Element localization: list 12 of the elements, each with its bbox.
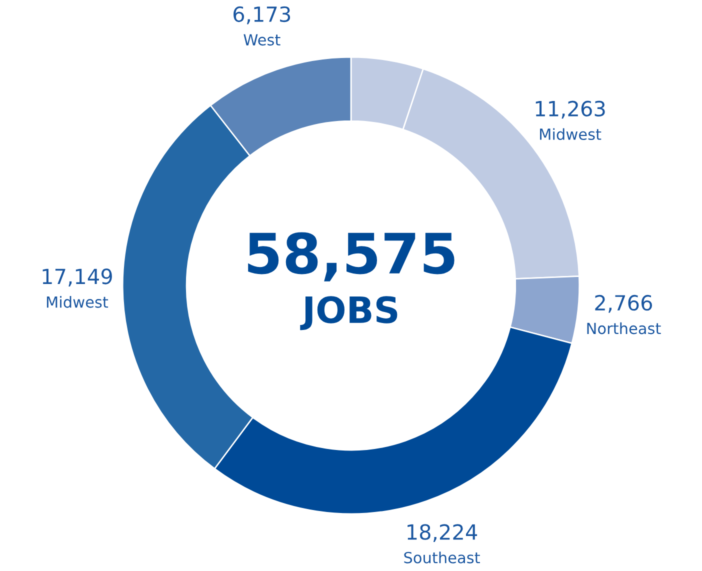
text: 58,575	[248, 232, 454, 282]
slice-label: Midwest	[46, 296, 108, 308]
text: JOBS	[300, 296, 398, 330]
data-label: 18,224	[408, 524, 478, 542]
slice-label: Southeast	[404, 552, 480, 564]
slice-label: West	[244, 34, 280, 46]
data-label: 17,149	[42, 268, 112, 286]
slice-label: Midwest	[540, 128, 602, 140]
data-label: 6,173	[234, 6, 290, 24]
slice-label: Northeast	[587, 322, 661, 334]
data-label: 11,263	[536, 100, 605, 119]
data-label: 2,766	[595, 294, 652, 313]
